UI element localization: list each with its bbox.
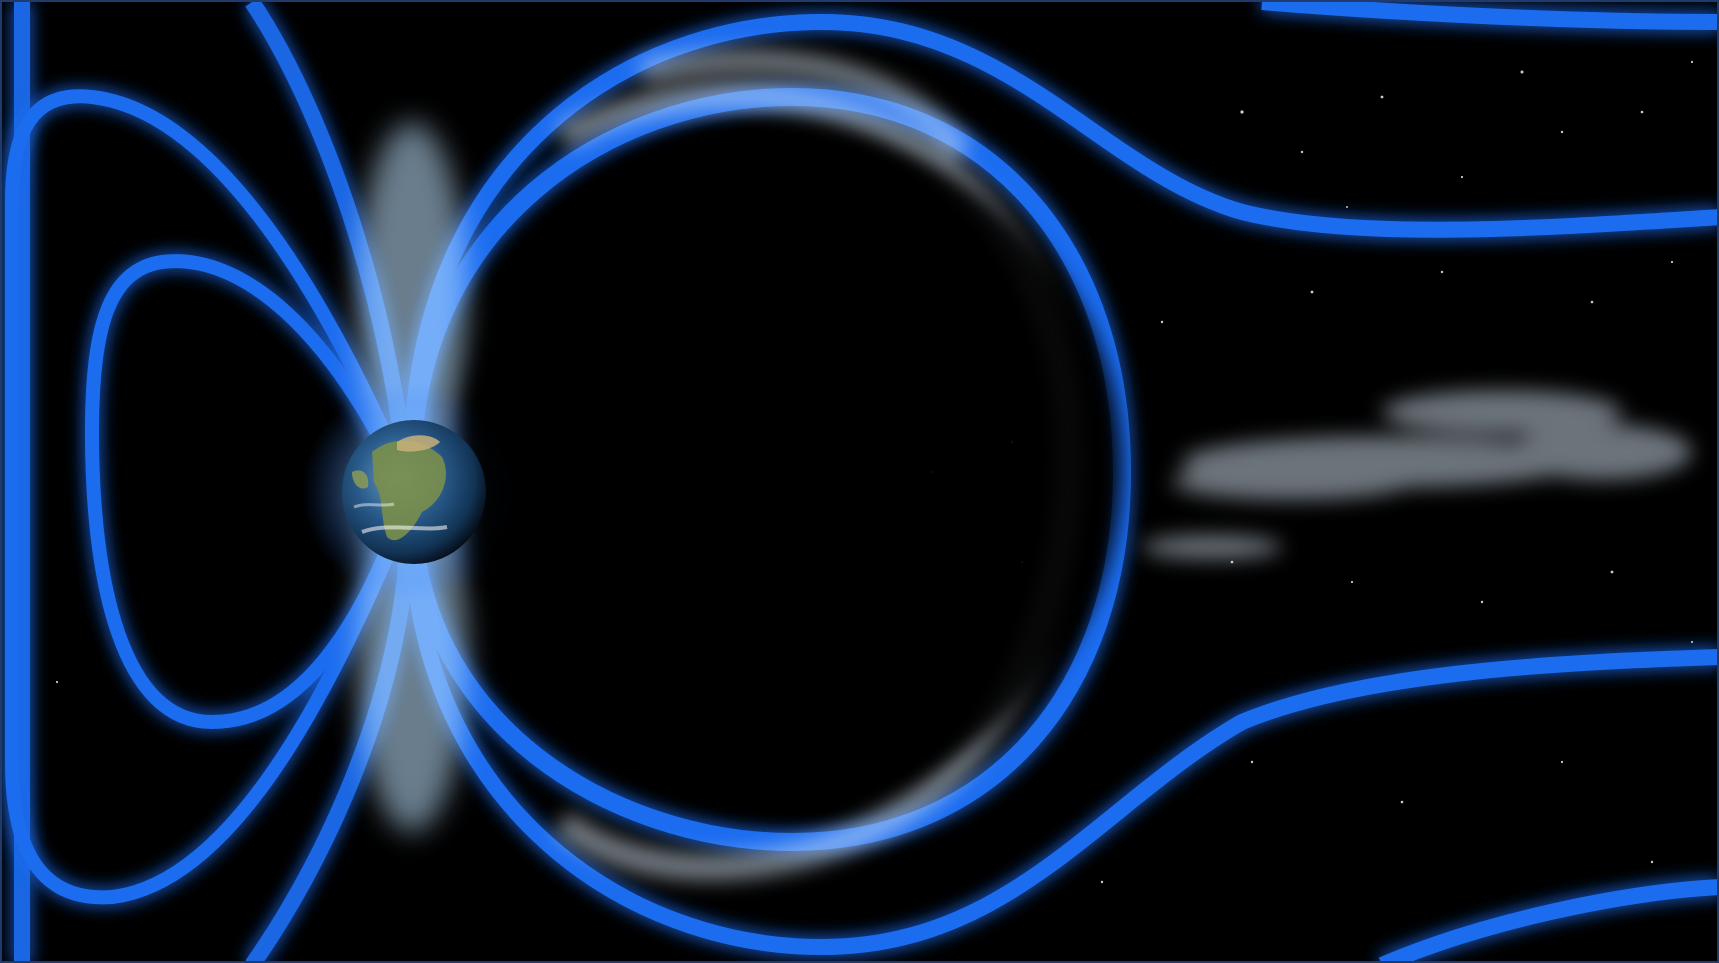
plasma-plume <box>1142 390 1692 559</box>
plasmasphere-core <box>462 137 1122 797</box>
field-lines-closed-left <box>4 89 409 905</box>
earth-globe <box>342 420 486 564</box>
field-lines-inner-loop <box>403 87 1132 852</box>
field-lines-tail <box>404 2 1717 961</box>
